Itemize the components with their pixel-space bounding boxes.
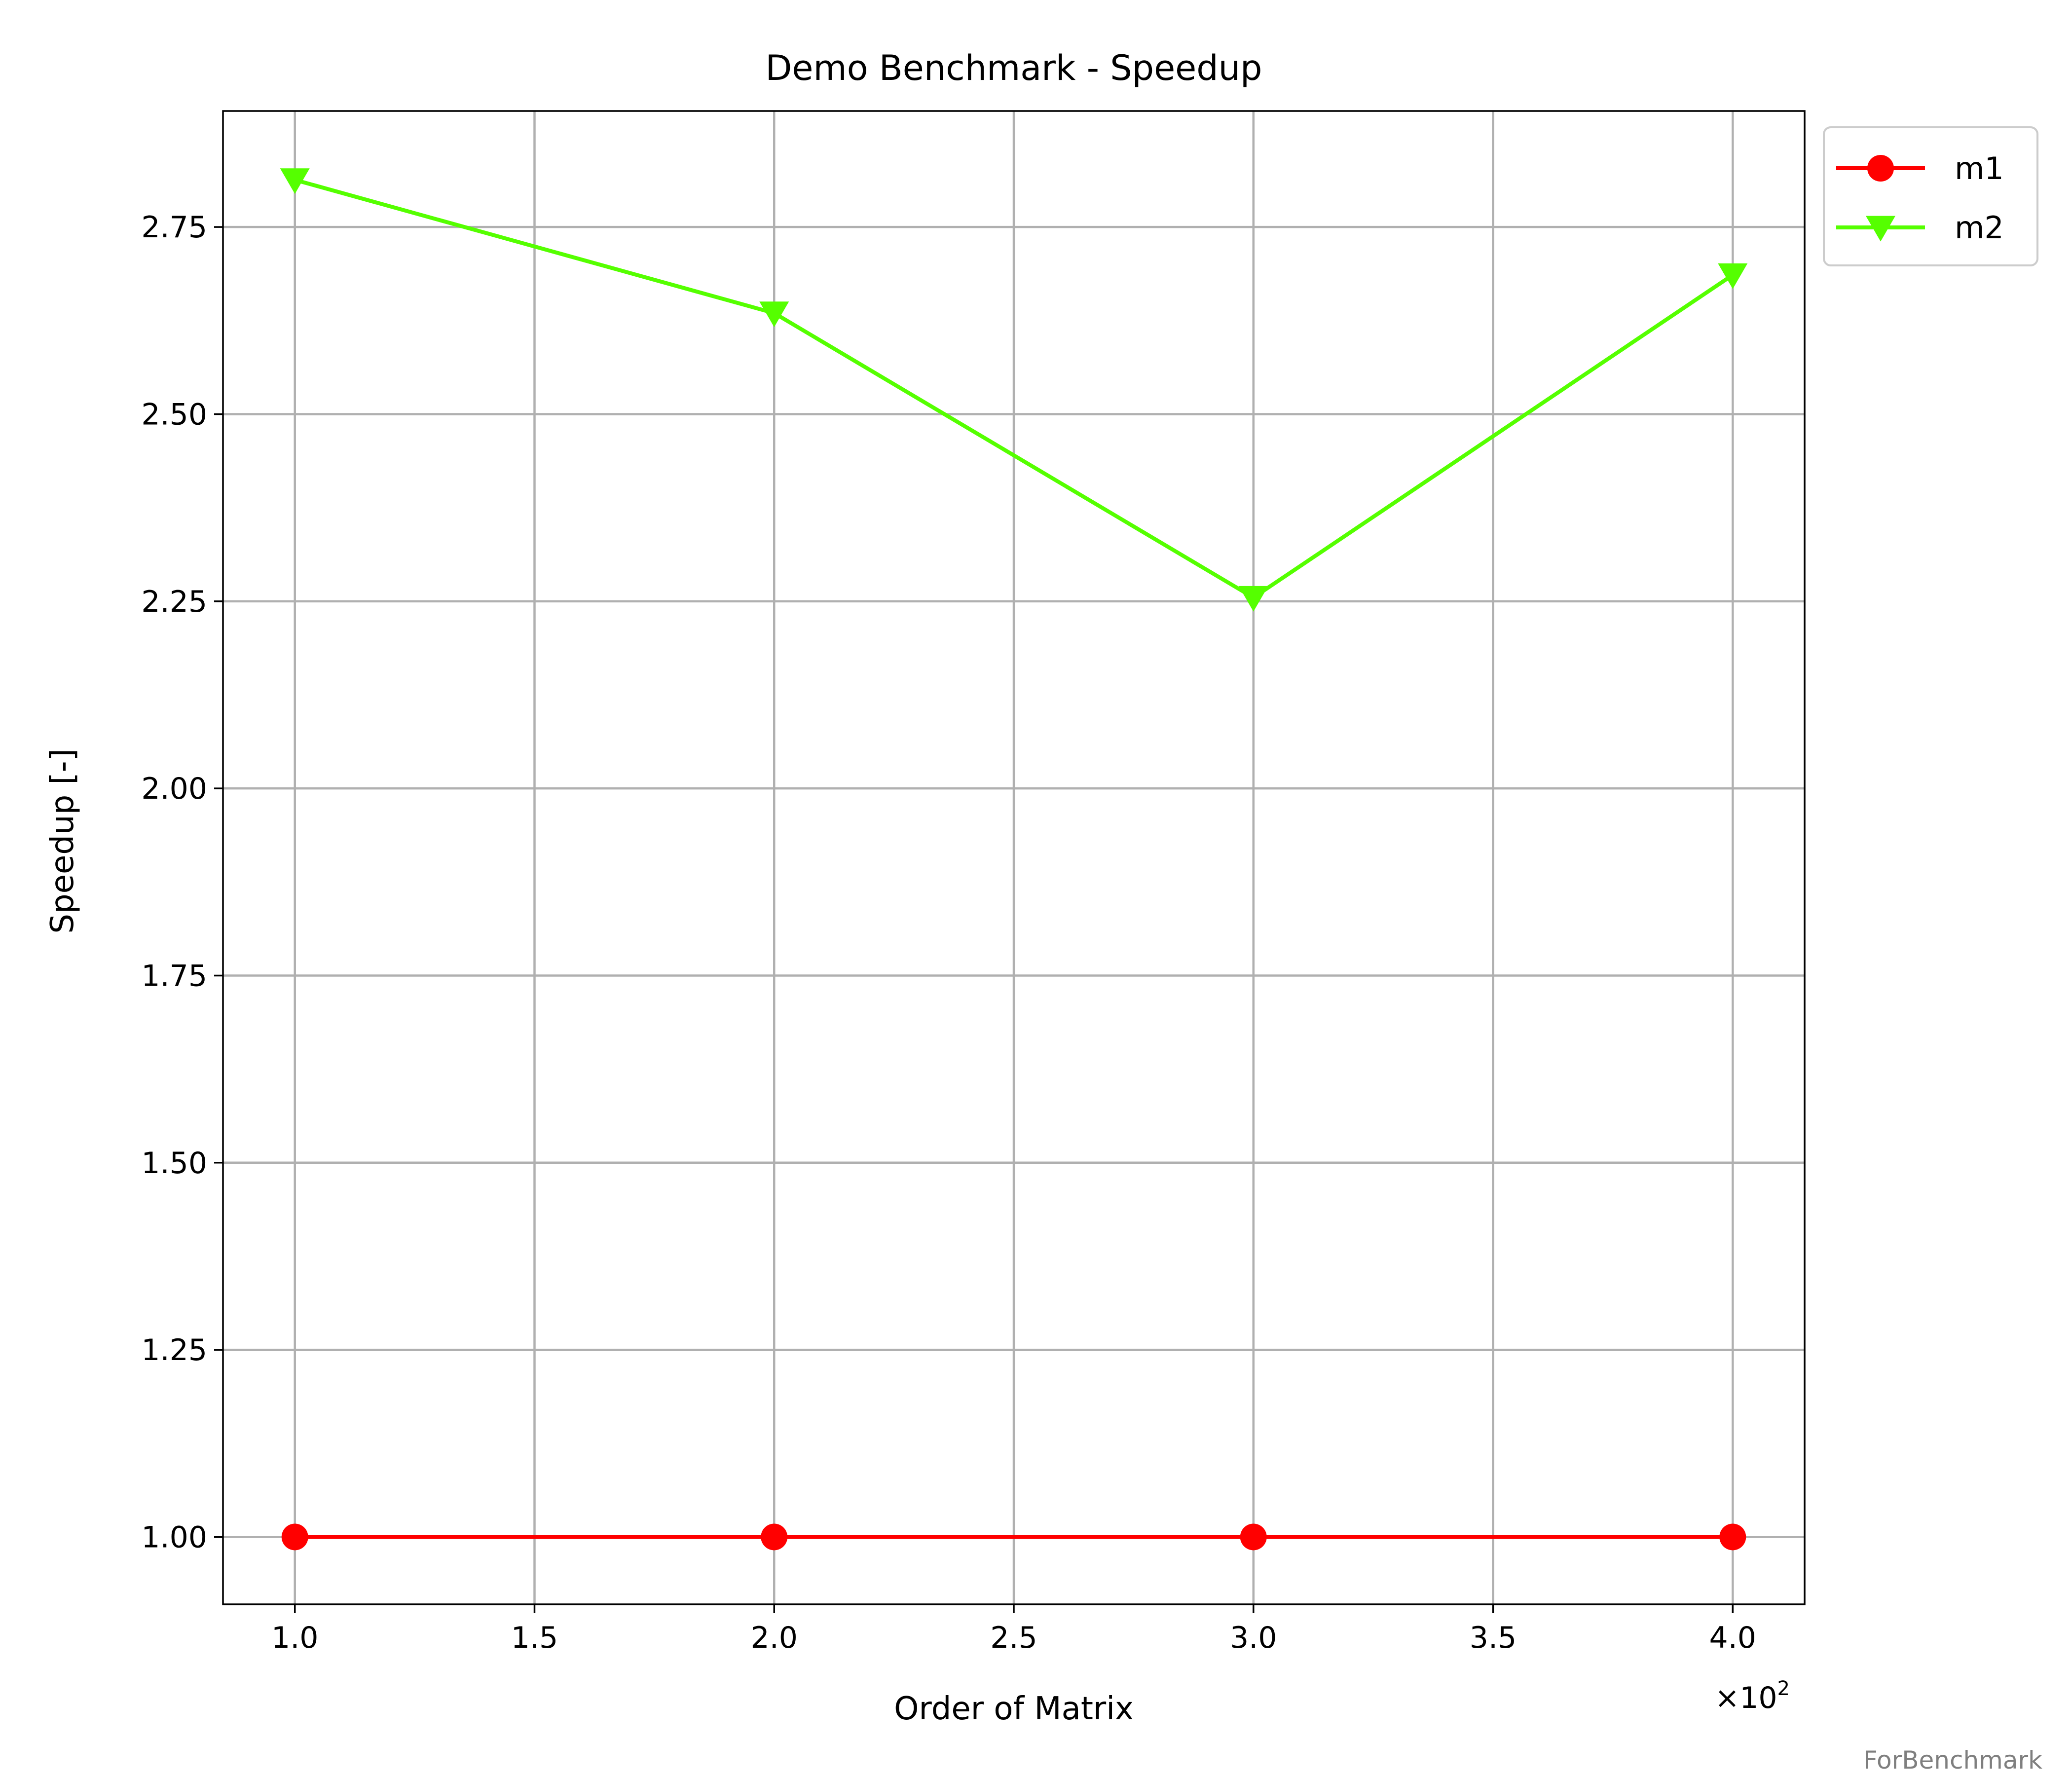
y-tick-label: 2.75: [141, 210, 207, 245]
data-point-m1: [281, 1523, 308, 1551]
y-tick-label: 2.00: [141, 772, 207, 806]
x-tick-label: 2.0: [751, 1621, 798, 1655]
legend-item-m1: m1: [1836, 150, 2004, 186]
legend-item-m2: m2: [1836, 210, 2004, 246]
legend: m1 m2: [1823, 126, 2038, 266]
x-tick-label: 2.5: [990, 1621, 1037, 1655]
series-m2: [280, 168, 1748, 612]
watermark: ForBenchmark: [1863, 1746, 2042, 1775]
legend-marker-m2: [1866, 216, 1895, 242]
legend-label-m2: m2: [1955, 210, 2004, 246]
y-tick-label: 1.50: [141, 1146, 207, 1181]
x-tick-label: 1.0: [271, 1621, 318, 1655]
y-axis-label: Speedup [-]: [44, 748, 81, 933]
series: [280, 168, 1748, 1551]
axis-ticks: 1.0 1.5 2.0 2.5 3.0 3.5 4.0 1.00 1.25 1.50 1.75 2.0…: [141, 210, 1756, 1655]
grid: [223, 111, 1805, 1604]
series-m1: [281, 1523, 1746, 1551]
data-point-m2: [1238, 586, 1268, 612]
data-point-m2: [280, 168, 310, 194]
chart-title: Demo Benchmark - Speedup: [766, 48, 1262, 88]
x-offset-exponent: 2: [1777, 1677, 1790, 1700]
y-tick-label: 1.75: [141, 959, 207, 993]
x-offset-label: ×102: [1715, 1677, 1790, 1715]
y-tick-label: 2.50: [141, 398, 207, 432]
legend-marker-m1: [1867, 155, 1894, 182]
x-tick-label: 3.0: [1230, 1621, 1277, 1655]
y-tick-label: 1.00: [141, 1520, 207, 1554]
data-point-m2: [759, 301, 789, 328]
x-tick-label: 1.5: [511, 1621, 558, 1655]
data-point-m1: [761, 1523, 788, 1551]
data-point-m1: [1719, 1523, 1746, 1551]
x-offset-base: ×10: [1715, 1681, 1777, 1715]
legend-box: [1823, 126, 2038, 266]
data-point-m2: [1718, 263, 1748, 289]
x-tick-label: 3.5: [1470, 1621, 1517, 1655]
y-tick-label: 2.25: [141, 585, 207, 619]
series-line-m2: [294, 178, 1734, 600]
y-tick-label: 1.25: [141, 1333, 207, 1368]
data-point-m1: [1240, 1523, 1267, 1551]
legend-label-m1: m1: [1955, 150, 2004, 186]
x-axis-label: Order of Matrix: [894, 1691, 1134, 1727]
x-tick-label: 4.0: [1709, 1621, 1756, 1655]
